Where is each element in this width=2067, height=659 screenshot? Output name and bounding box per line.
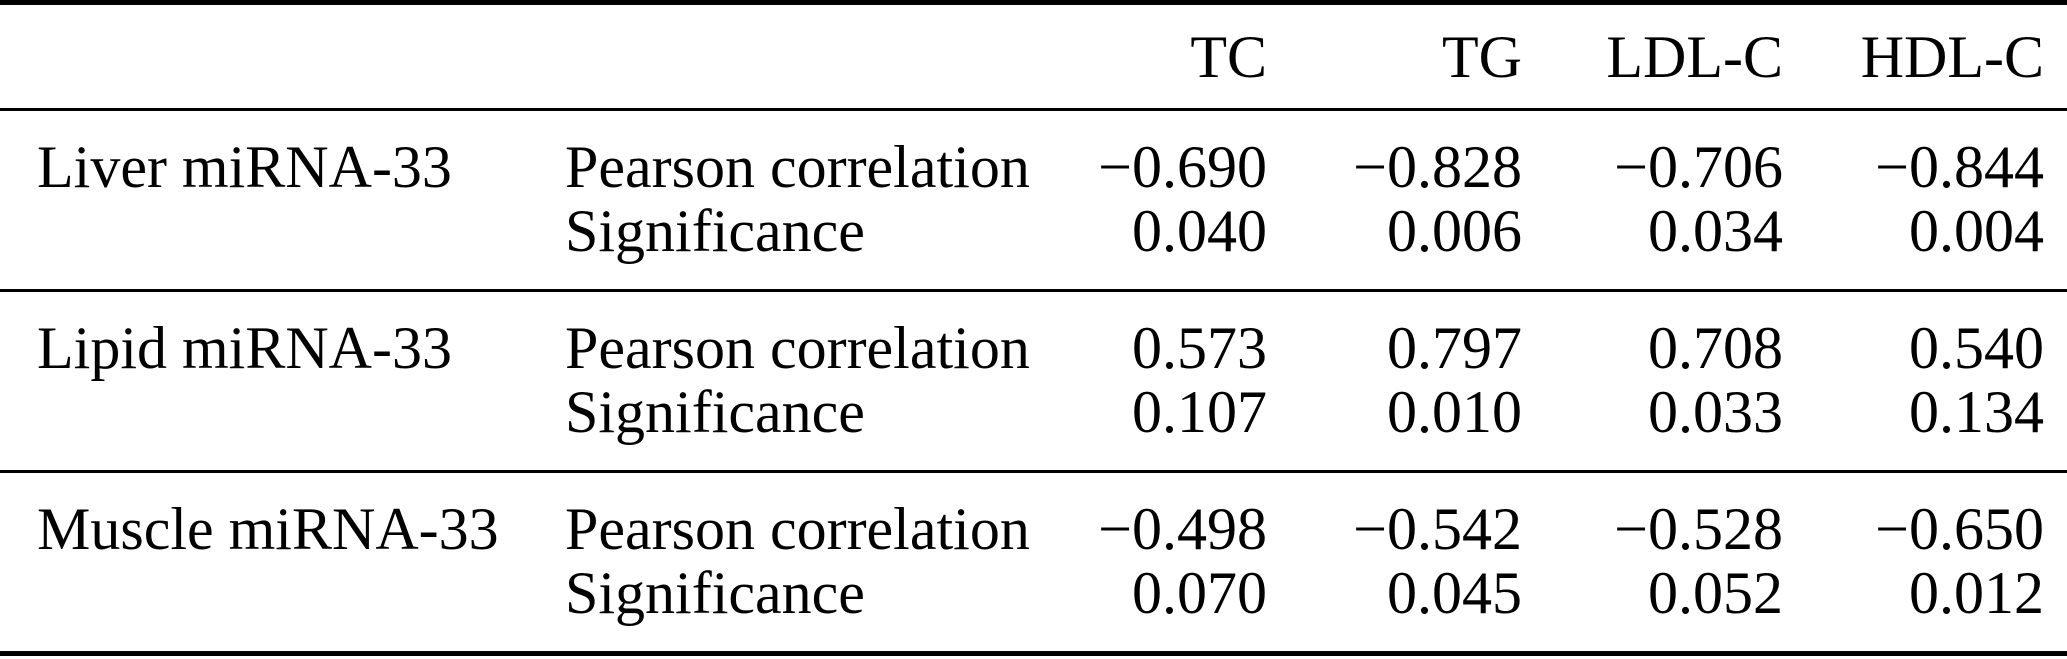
- value-cell: −0.828: [1353, 134, 1522, 200]
- value-cell: 0.040: [1132, 198, 1267, 264]
- value-cell: −0.498: [1098, 496, 1267, 562]
- value-cell: 0.010: [1387, 379, 1522, 445]
- stat-label: Significance: [565, 560, 865, 626]
- value-cell: −0.690: [1098, 134, 1267, 200]
- column-header-hdl-c: HDL-C: [1860, 24, 2044, 90]
- value-cell: 0.004: [1909, 198, 2044, 264]
- value-cell: −0.542: [1353, 496, 1522, 562]
- value-cell: 0.034: [1648, 198, 1783, 264]
- group-label: Muscle miRNA-33: [37, 496, 499, 562]
- value-cell: 0.540: [1909, 315, 2044, 381]
- header-spacer-stat: [565, 3, 1035, 110]
- value-cell: 0.045: [1387, 560, 1522, 626]
- column-header-tc: TC: [1190, 24, 1267, 90]
- section-liver-mirna-33: Liver miRNA-33 Pearson correlation −0.69…: [0, 110, 2067, 291]
- significance-row: Significance 0.070 0.045 0.052 0.012: [0, 561, 2067, 654]
- group-label-spacer: [0, 561, 565, 654]
- pearson-row: Lipid miRNA-33 Pearson correlation 0.573…: [0, 291, 2067, 381]
- significance-row: Significance 0.040 0.006 0.034 0.004: [0, 199, 2067, 291]
- group-label-spacer: [0, 199, 565, 291]
- value-cell: −0.528: [1614, 496, 1783, 562]
- stat-label: Significance: [565, 198, 865, 264]
- value-cell: 0.134: [1909, 379, 2044, 445]
- value-cell: 0.708: [1648, 315, 1783, 381]
- pearson-row: Liver miRNA-33 Pearson correlation −0.69…: [0, 110, 2067, 200]
- group-label-spacer: [0, 380, 565, 472]
- significance-row: Significance 0.107 0.010 0.033 0.134: [0, 380, 2067, 472]
- header-spacer-group: [0, 3, 565, 110]
- pearson-row: Muscle miRNA-33 Pearson correlation −0.4…: [0, 472, 2067, 562]
- section-muscle-mirna-33: Muscle miRNA-33 Pearson correlation −0.4…: [0, 472, 2067, 654]
- value-cell: 0.070: [1132, 560, 1267, 626]
- group-label: Liver miRNA-33: [37, 134, 452, 200]
- stat-label: Significance: [565, 379, 865, 445]
- stat-label: Pearson correlation: [565, 315, 1030, 381]
- group-label: Lipid miRNA-33: [37, 315, 452, 381]
- value-cell: 0.797: [1387, 315, 1522, 381]
- stat-label: Pearson correlation: [565, 496, 1030, 562]
- header-row: TC TG LDL-C HDL-C: [0, 3, 2067, 110]
- value-cell: −0.706: [1614, 134, 1783, 200]
- section-lipid-mirna-33: Lipid miRNA-33 Pearson correlation 0.573…: [0, 291, 2067, 472]
- column-header-tg: TG: [1442, 24, 1522, 90]
- value-cell: 0.107: [1132, 379, 1267, 445]
- value-cell: 0.012: [1909, 560, 2044, 626]
- value-cell: 0.052: [1648, 560, 1783, 626]
- value-cell: 0.573: [1132, 315, 1267, 381]
- column-header-ldl-c: LDL-C: [1606, 24, 1783, 90]
- value-cell: −0.844: [1875, 134, 2044, 200]
- value-cell: −0.650: [1875, 496, 2044, 562]
- value-cell: 0.006: [1387, 198, 1522, 264]
- stat-label: Pearson correlation: [565, 134, 1030, 200]
- value-cell: 0.033: [1648, 379, 1783, 445]
